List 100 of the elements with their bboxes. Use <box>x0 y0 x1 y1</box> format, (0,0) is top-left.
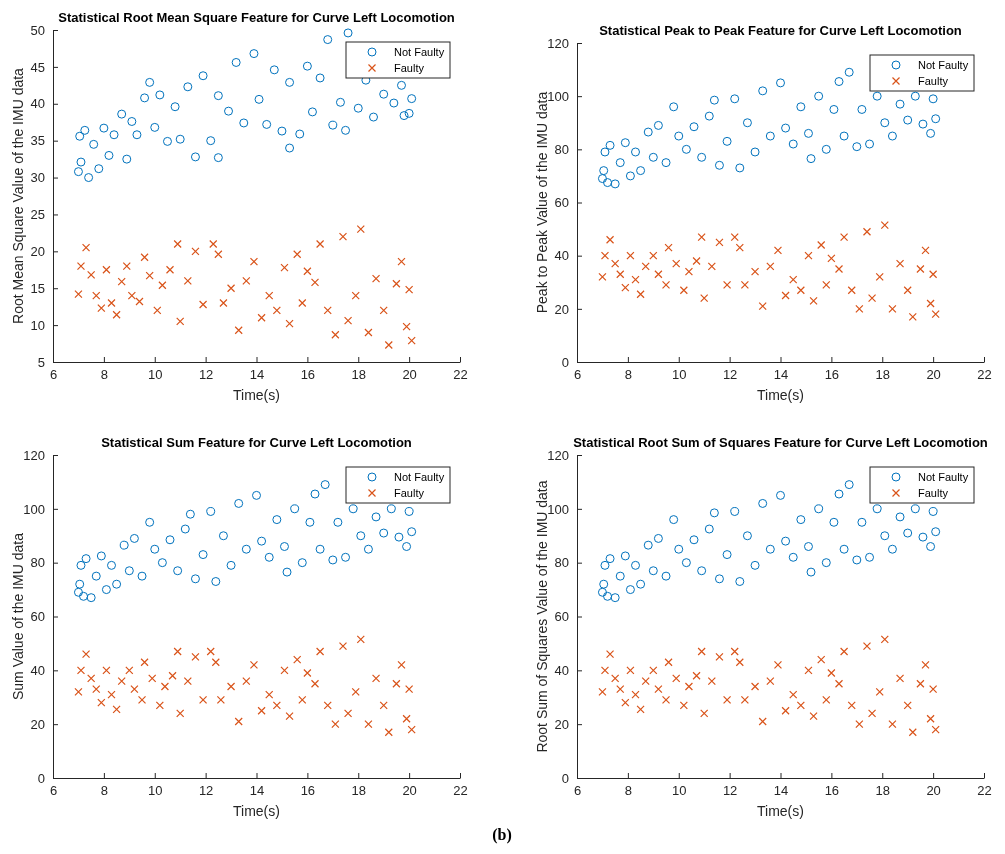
point <box>672 259 681 268</box>
point <box>895 99 905 109</box>
point <box>404 108 414 118</box>
point <box>765 131 775 141</box>
chart-title: Statistical Sum Feature for Curve Left Locomotion <box>101 435 412 450</box>
point <box>625 585 635 595</box>
point <box>338 232 348 241</box>
point <box>109 130 119 140</box>
point <box>242 276 251 285</box>
point <box>310 278 320 287</box>
point <box>107 560 117 570</box>
point <box>674 544 684 554</box>
x-tick-label: 22 <box>977 367 992 383</box>
point <box>252 490 261 500</box>
point <box>102 666 111 675</box>
point <box>742 118 752 128</box>
point <box>621 283 630 292</box>
point <box>170 102 180 112</box>
x-tick-label: 8 <box>100 367 108 383</box>
point <box>130 685 139 694</box>
point <box>96 551 106 561</box>
point <box>648 152 658 162</box>
x-tick-label: 18 <box>875 367 890 383</box>
x-tick-label: 22 <box>977 783 992 799</box>
point <box>92 685 101 694</box>
point <box>926 128 936 138</box>
point <box>407 336 416 345</box>
point <box>310 489 320 499</box>
y-tick-label: 100 <box>547 501 569 517</box>
point <box>254 94 264 104</box>
point <box>206 647 215 656</box>
point <box>620 551 630 561</box>
point <box>847 701 856 710</box>
point <box>616 270 625 279</box>
point <box>903 528 913 538</box>
point <box>272 306 281 315</box>
point <box>183 82 193 92</box>
point <box>148 674 157 683</box>
point <box>405 285 414 294</box>
y-tick-label: 15 <box>30 280 45 296</box>
point <box>81 554 91 564</box>
point <box>369 112 379 122</box>
point <box>119 540 129 550</box>
point <box>155 90 165 100</box>
point <box>887 131 897 141</box>
point <box>931 725 940 734</box>
point <box>735 243 744 252</box>
point <box>285 143 295 153</box>
point <box>234 717 243 726</box>
point <box>213 91 223 101</box>
point <box>79 591 89 601</box>
point <box>603 178 613 188</box>
point <box>191 247 200 256</box>
point <box>302 61 312 71</box>
y-tick-label: 60 <box>30 609 45 625</box>
point <box>880 531 890 541</box>
y-tick-label: 40 <box>30 662 45 678</box>
point <box>265 690 274 699</box>
point <box>285 319 294 328</box>
point <box>910 504 920 514</box>
point <box>264 552 274 562</box>
point <box>397 660 406 670</box>
point <box>803 128 813 138</box>
point <box>839 232 849 242</box>
x-tick-label: 8 <box>100 783 108 799</box>
point <box>76 157 86 167</box>
point <box>916 679 925 688</box>
point <box>679 701 688 710</box>
y-tick-label: 20 <box>30 243 45 259</box>
point <box>931 310 940 319</box>
point <box>722 695 732 705</box>
x-tick-label: 14 <box>249 367 265 383</box>
point <box>353 103 363 113</box>
point <box>190 574 200 584</box>
point <box>895 259 905 268</box>
point <box>92 291 101 300</box>
chart-title: Statistical Peak to Peak Feature for Curve Left Locomotion <box>599 23 962 38</box>
y-tick-label: 20 <box>554 301 569 317</box>
point <box>788 552 798 562</box>
point <box>315 239 325 249</box>
point <box>160 682 170 691</box>
point <box>272 515 282 525</box>
point <box>214 250 223 259</box>
text: (b) <box>492 826 512 844</box>
point <box>839 544 849 554</box>
point <box>405 685 414 694</box>
point <box>872 504 882 514</box>
point <box>626 666 635 675</box>
point <box>364 328 373 337</box>
point <box>766 262 775 271</box>
point <box>285 711 294 721</box>
y-tick-label: 40 <box>554 248 569 264</box>
point <box>704 524 714 534</box>
chart-title: Statistical Root Mean Square Feature for Curve Left Locomotion <box>58 10 455 25</box>
point <box>75 579 85 589</box>
point <box>122 154 132 164</box>
point <box>91 571 101 581</box>
point <box>735 658 744 667</box>
point <box>331 330 340 339</box>
point <box>379 89 389 99</box>
